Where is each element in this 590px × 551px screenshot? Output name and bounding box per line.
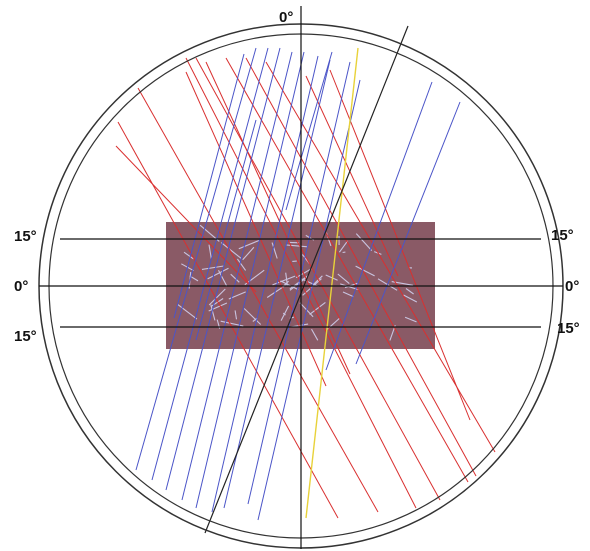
panel-stroke — [210, 298, 224, 308]
panel-stroke — [177, 303, 198, 320]
blue-line — [135, 47, 257, 471]
left-middle-label: 0° — [14, 278, 28, 295]
panel-stroke — [218, 270, 228, 287]
panel-stroke — [242, 246, 255, 261]
panel-stroke — [285, 272, 289, 287]
red-line — [205, 61, 351, 375]
panel-stroke — [300, 278, 319, 287]
blue-line — [173, 53, 245, 319]
blue-line — [355, 101, 461, 365]
blue-line — [285, 51, 333, 211]
yellow-line — [305, 47, 359, 519]
panel-stroke — [243, 308, 262, 325]
panel-stroke — [201, 265, 224, 270]
panel-stroke — [236, 258, 247, 271]
panel-stroke — [208, 244, 212, 259]
panel-stroke — [234, 310, 238, 320]
right-lower-label: 15° — [557, 320, 580, 337]
red-line — [185, 71, 327, 387]
top-label: 0° — [279, 9, 293, 26]
red-line-group — [115, 57, 496, 519]
red-line — [305, 75, 399, 277]
panel-stroke — [338, 240, 349, 253]
panel-stroke — [238, 239, 260, 250]
red-line — [225, 57, 469, 483]
blue-line — [211, 55, 319, 513]
panel-stroke — [403, 294, 418, 303]
red-line — [115, 145, 257, 293]
panel-stroke — [230, 273, 240, 283]
panel-stroke — [208, 288, 226, 306]
blue-line — [195, 119, 257, 341]
panel-stroke — [220, 242, 242, 260]
blue-line — [325, 81, 433, 371]
left-upper-label: 15° — [14, 228, 37, 245]
panel-stroke — [355, 233, 373, 251]
panel-stroke — [271, 242, 278, 259]
right-middle-label: 0° — [565, 278, 579, 295]
red-line — [329, 69, 471, 421]
blue-line — [247, 61, 351, 505]
blue-line — [195, 51, 305, 509]
panel-stroke — [272, 275, 296, 286]
blue-line — [151, 47, 269, 481]
blue-line — [165, 47, 281, 491]
red-line — [137, 87, 379, 513]
panel-stroke — [325, 274, 338, 281]
panel-stroke — [355, 265, 375, 277]
panel-stroke — [280, 280, 299, 291]
panel-stroke — [309, 301, 326, 315]
panel-stroke — [342, 291, 354, 298]
right-upper-label: 15° — [551, 227, 574, 244]
panel-stroke — [311, 328, 319, 341]
black-diagonal-line — [204, 25, 409, 534]
panel-stroke — [312, 275, 323, 286]
panel-stroke — [295, 267, 313, 279]
blue-line — [181, 51, 293, 501]
red-line — [195, 57, 441, 501]
blue-line — [257, 79, 361, 521]
panel-stroke — [405, 288, 414, 295]
panel-stroke — [210, 304, 216, 321]
red-line — [245, 57, 477, 477]
panel-stroke — [183, 251, 194, 260]
blue-line — [223, 59, 331, 509]
panel-stroke — [404, 316, 417, 323]
blue-line-group — [135, 47, 461, 521]
left-lower-label: 15° — [14, 328, 37, 345]
panel-stroke — [280, 305, 290, 321]
panel-stroke — [207, 267, 229, 280]
panel-stroke — [285, 244, 308, 248]
panel-stroke — [337, 273, 350, 285]
